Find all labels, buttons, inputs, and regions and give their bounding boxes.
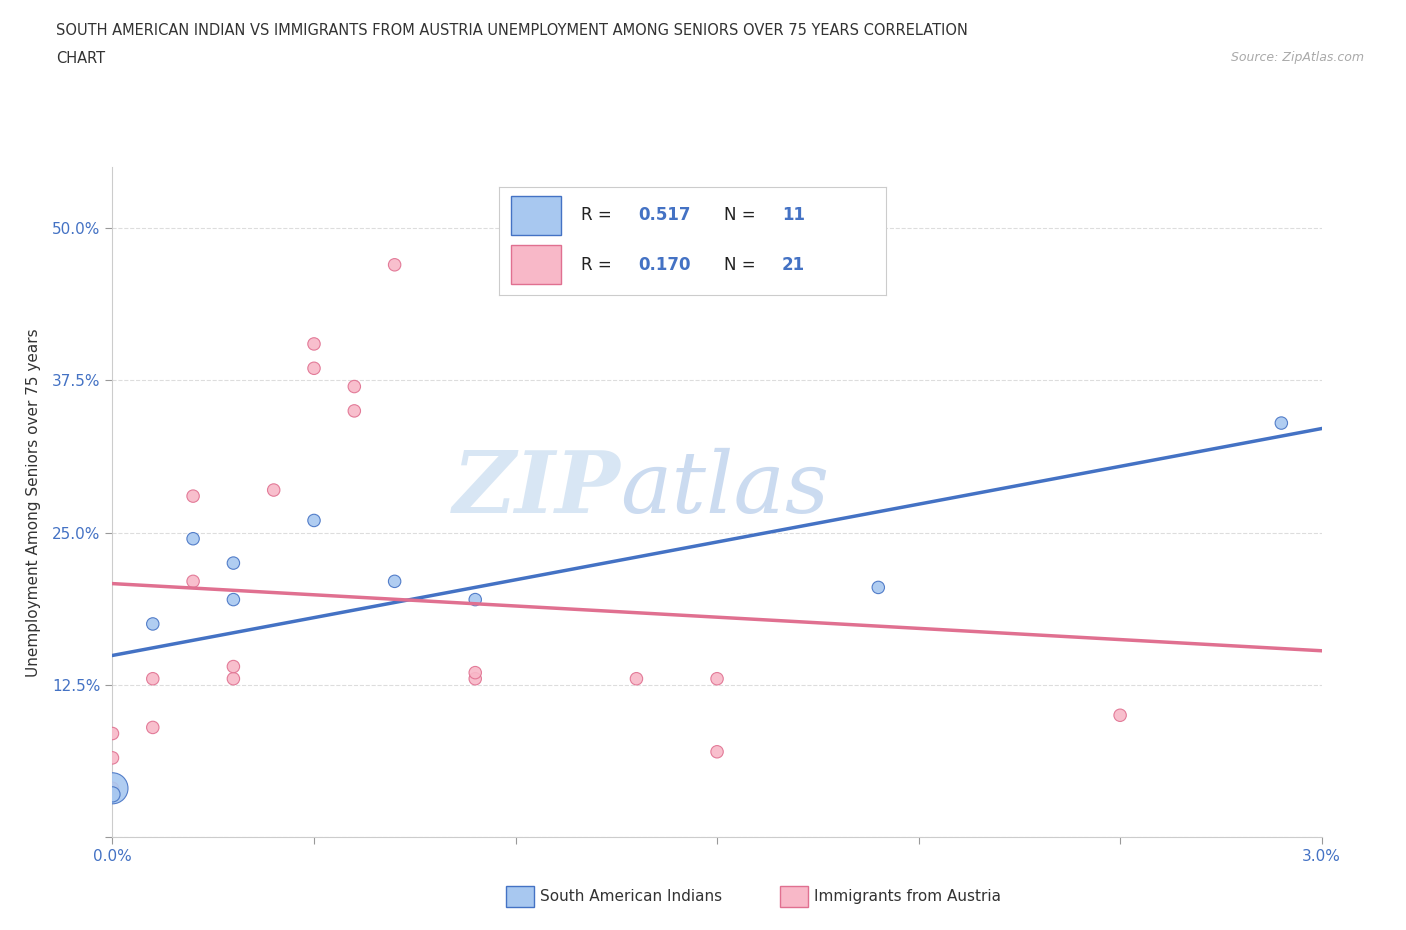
Point (101, 781, 124, 796)
Point (222, 592, 245, 607)
Text: atlas: atlas (620, 447, 830, 530)
Point (101, 726, 124, 741)
Point (464, 671, 486, 686)
Point (222, 555, 245, 570)
Text: Source: ZipAtlas.com: Source: ZipAtlas.com (1230, 51, 1364, 64)
Point (384, 258, 406, 272)
Text: CHART: CHART (56, 51, 105, 66)
Point (263, 483, 285, 498)
Point (302, 361, 325, 376)
Point (181, 531, 204, 546)
Point (384, 574, 406, 589)
Point (142, 720, 165, 735)
Y-axis label: Unemployment Among Seniors over 75 years: Unemployment Among Seniors over 75 years (27, 328, 41, 676)
Point (464, 592, 486, 607)
Point (706, 671, 728, 686)
Point (101, 787, 124, 802)
Point (343, 379, 366, 394)
Point (142, 617, 165, 631)
Point (1270, 416, 1292, 431)
Point (706, 744, 728, 759)
Text: South American Indians: South American Indians (540, 889, 723, 904)
Point (868, 580, 890, 595)
Point (222, 659, 245, 674)
Text: Immigrants from Austria: Immigrants from Austria (814, 889, 1001, 904)
Point (464, 665, 486, 680)
Point (222, 671, 245, 686)
Point (302, 337, 325, 352)
Point (142, 671, 165, 686)
Text: SOUTH AMERICAN INDIAN VS IMMIGRANTS FROM AUSTRIA UNEMPLOYMENT AMONG SENIORS OVER: SOUTH AMERICAN INDIAN VS IMMIGRANTS FROM… (56, 23, 969, 38)
Point (343, 404, 366, 418)
Point (181, 574, 204, 589)
Point (101, 751, 124, 765)
Point (626, 671, 648, 686)
Point (302, 513, 325, 528)
Point (101, 781, 124, 796)
Point (1109, 708, 1132, 723)
Point (181, 488, 204, 503)
Text: ZIP: ZIP (453, 447, 620, 530)
